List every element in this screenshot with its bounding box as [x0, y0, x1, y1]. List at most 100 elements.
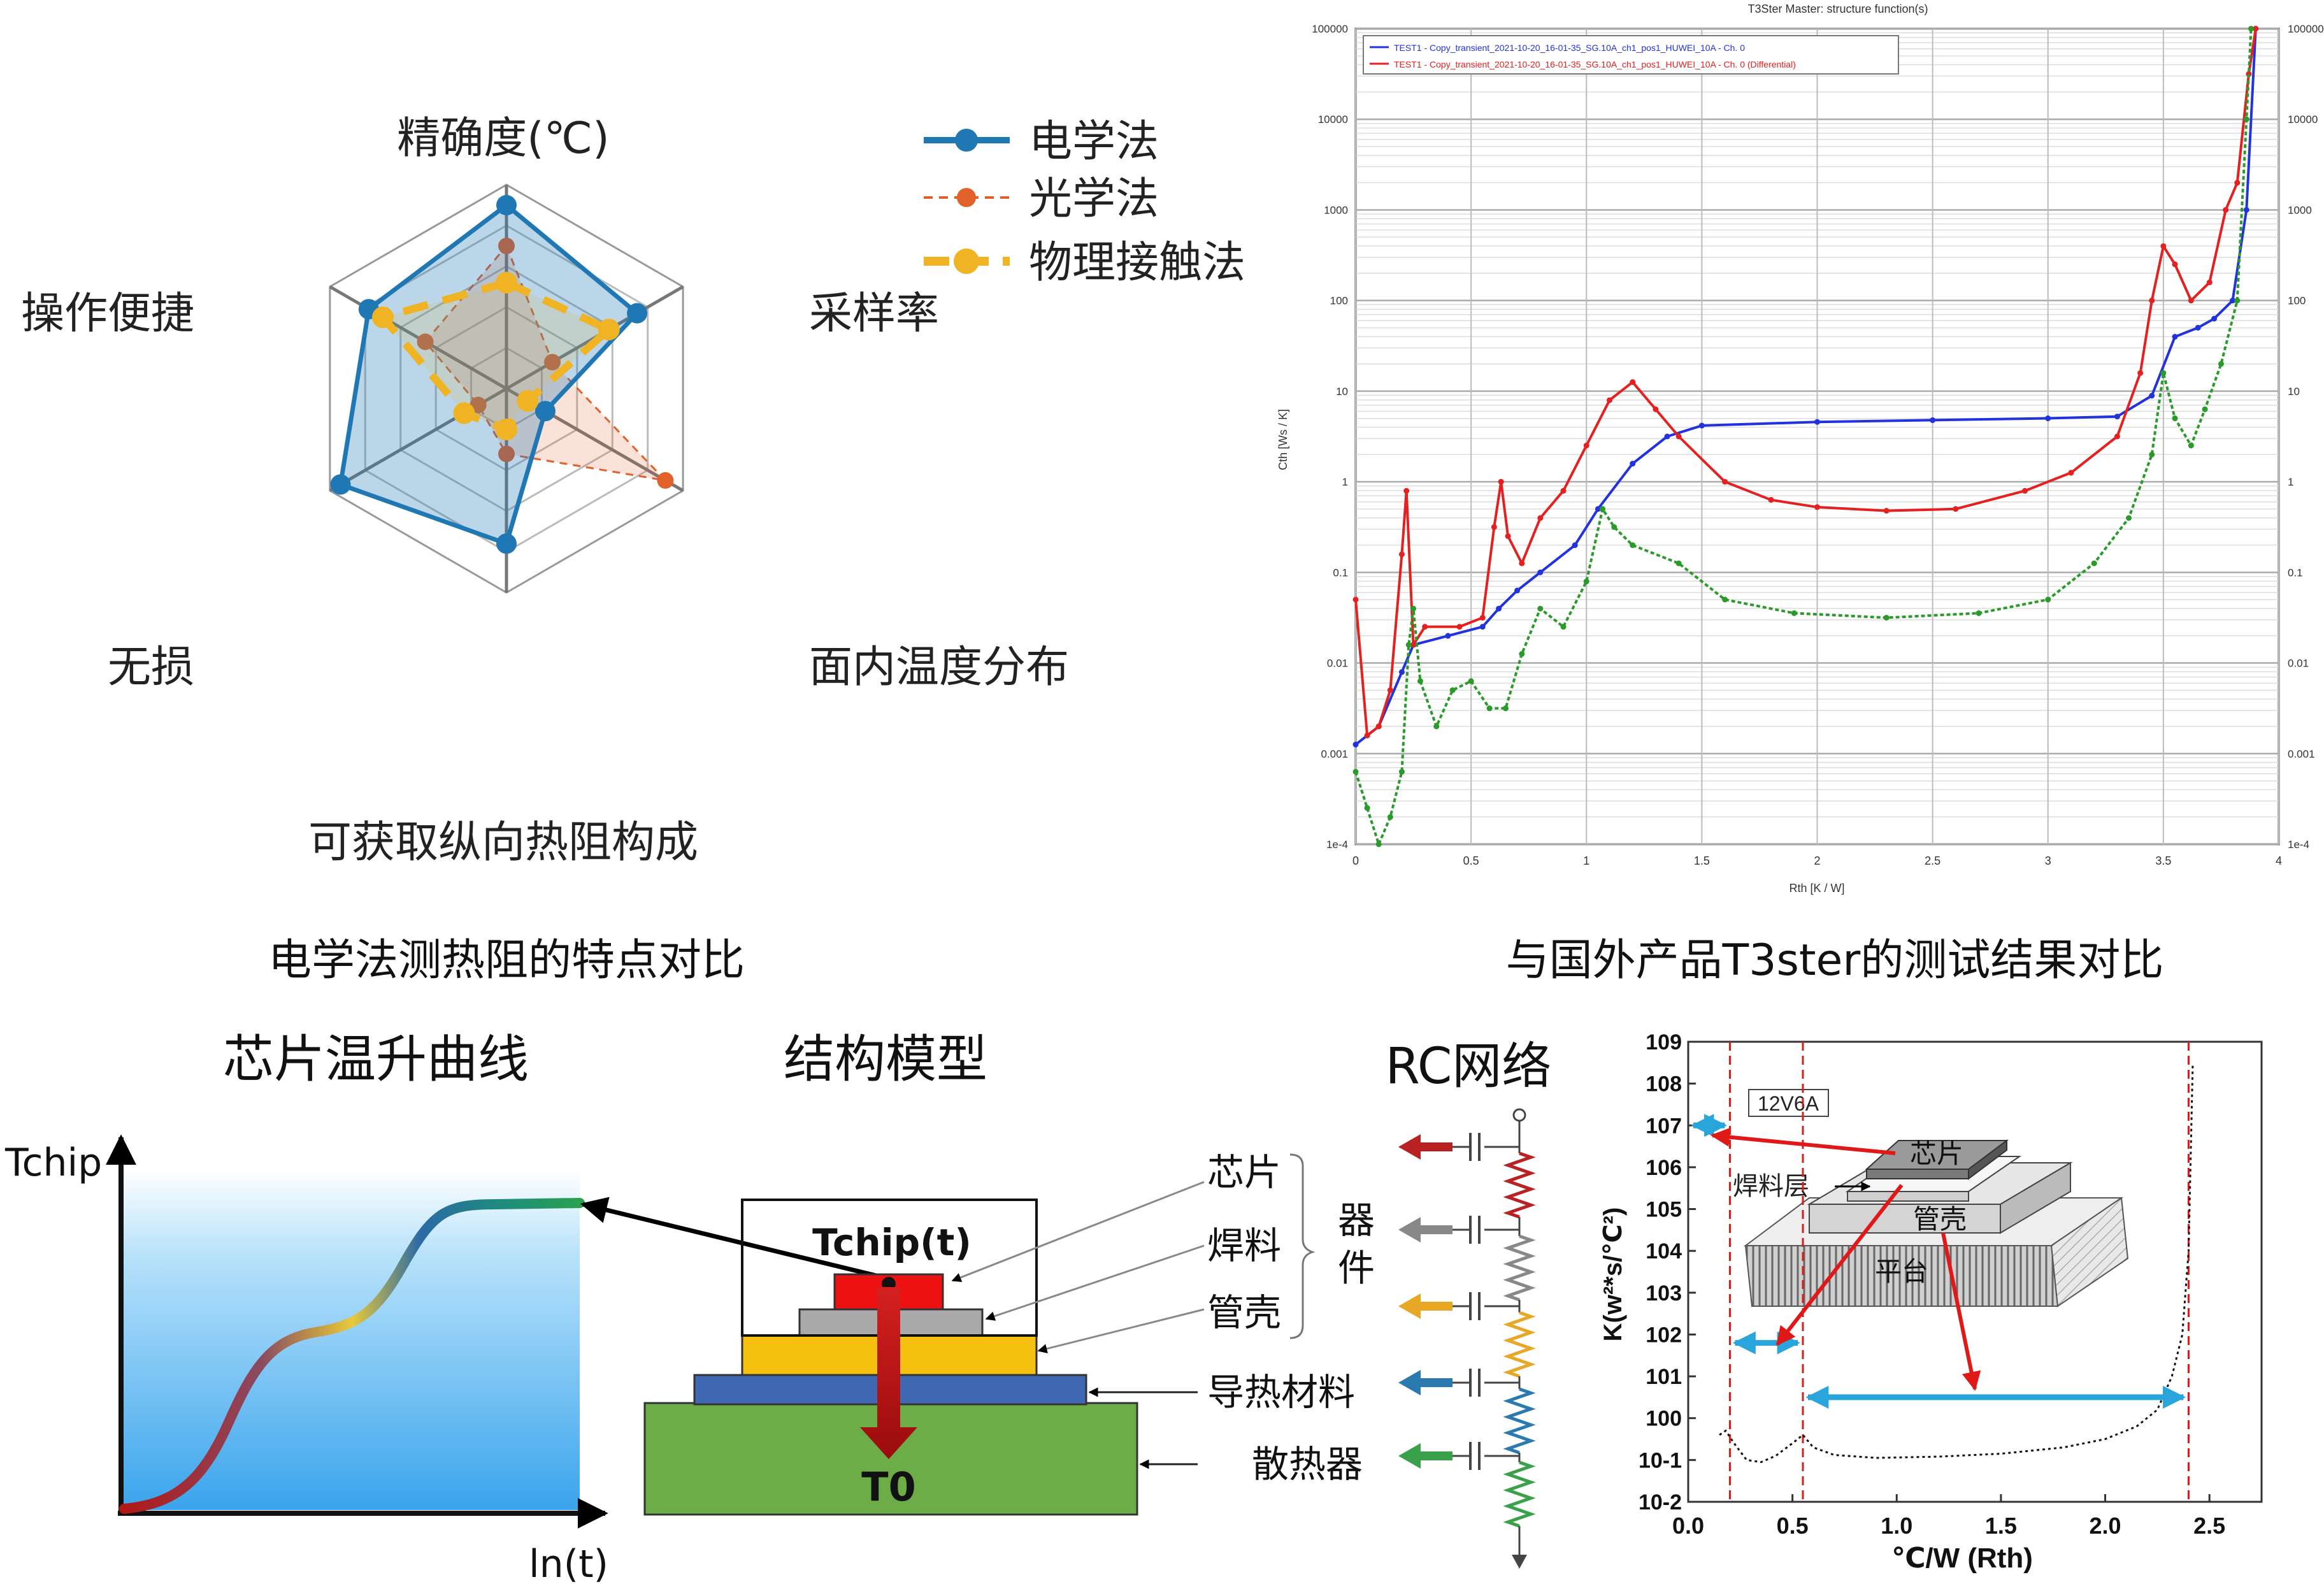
- structure-function-point: [1410, 642, 1417, 648]
- radar-point: [417, 333, 434, 350]
- y-tick-label: 10: [1336, 385, 1348, 398]
- structure-function-point: [1630, 379, 1636, 385]
- label-device-1: 器: [1338, 1199, 1375, 1242]
- structure-function-point: [2172, 261, 2178, 268]
- condition-label: 12V6A: [1758, 1092, 1819, 1115]
- structure-function-point: [1505, 533, 1511, 539]
- structure-function-point: [2243, 116, 2249, 122]
- x-tick-label: 0.5: [1463, 854, 1479, 867]
- t3ster-ylabel: Cth [Ws / K]: [1277, 409, 1289, 470]
- radar-series: [330, 195, 674, 554]
- structure-function-point: [2243, 206, 2249, 213]
- inset-platform-label: 平台: [1875, 1256, 1928, 1287]
- y-tick-label: 1e-4: [1326, 839, 1348, 851]
- temperature-curve-panel: 芯片温升曲线 Tchip ln(t): [4, 1030, 893, 1584]
- x-tick-label: 1.5: [1985, 1513, 2017, 1539]
- structure-function-point: [1364, 805, 1370, 811]
- radar-axis-label-in-plane: 面内温度分布: [809, 642, 1069, 693]
- t3ster-legend: TEST1 - Copy_transient_2021-10-20_16-01-…: [1363, 35, 1899, 75]
- structure-function-point: [1722, 479, 1728, 485]
- x-tick-label: 4: [2276, 854, 2282, 867]
- structure-function-point: [2248, 25, 2255, 32]
- x-tick-label: 2: [1814, 854, 1820, 867]
- structure-function-point: [1814, 419, 1820, 425]
- heat-flow-arrow: [860, 1287, 917, 1459]
- structure-function-point: [1537, 515, 1544, 521]
- structure-function-point: [2114, 433, 2120, 440]
- y-tick-label: 0.01: [1327, 658, 1348, 670]
- structure-function-point: [2230, 298, 2236, 304]
- structure-function-point: [2195, 324, 2201, 331]
- structure-function-point: [1675, 433, 1682, 440]
- structure-function-point: [1883, 508, 1890, 514]
- structure-function-point: [1479, 624, 1486, 630]
- structure-function-point: [1352, 596, 1359, 603]
- y-tick-label-right: 0.1: [2288, 566, 2303, 579]
- structure-function-point: [1502, 705, 1509, 712]
- structure-function-point: [1675, 560, 1682, 566]
- structure-function-point: [2045, 596, 2051, 603]
- y-tick-label: 10-2: [1639, 1490, 1682, 1515]
- structure-function-point: [1352, 768, 1359, 775]
- structure-function-point: [1375, 723, 1382, 730]
- structure-function-point: [2234, 298, 2241, 304]
- structure-function-point: [1606, 397, 1612, 403]
- structure-function-point: [1387, 687, 1393, 693]
- structure-function-point: [1403, 487, 1410, 494]
- structure-function-point: [1417, 678, 1423, 684]
- structure-function-point: [1814, 504, 1820, 510]
- radar-axis-label-ease: 操作便捷: [21, 289, 194, 339]
- radar-point: [330, 474, 351, 495]
- structure-function-point: [1375, 841, 1382, 847]
- structure-function-point: [1560, 487, 1567, 494]
- y-tick-label: 1000: [1324, 204, 1348, 216]
- radar-point: [496, 533, 517, 554]
- y-tick-label: 1: [1342, 476, 1348, 488]
- y-tick-label-right: 10000: [2288, 113, 2318, 126]
- structure-function-point: [2246, 71, 2252, 77]
- structure-function-point: [2160, 370, 2167, 376]
- k-plot-ylabel: K(w²*s/℃²): [1599, 1207, 1627, 1342]
- legend-item-optical: 光学法: [924, 174, 1159, 224]
- structure-inset: 芯片 焊料层 管壳 平台: [1733, 1138, 2129, 1307]
- radar-axis-label-vertical: 可获取纵向热阻构成: [308, 817, 698, 868]
- y-tick-label: 100: [1330, 295, 1348, 307]
- y-tick-label: 103: [1646, 1281, 1682, 1306]
- structure-function-point: [2172, 334, 2178, 340]
- radar-point: [598, 319, 620, 341]
- temperature-rise-curve: [119, 1198, 585, 1514]
- radar-area-0: [340, 205, 638, 544]
- y-tick-label: 101: [1646, 1365, 1682, 1389]
- curve-background: [121, 1169, 580, 1510]
- structure-function-point: [1398, 768, 1405, 775]
- structure-function-point: [1433, 723, 1440, 730]
- y-tick-label-right: 0.001: [2288, 748, 2315, 760]
- legend-label-optical: 光学法: [1029, 174, 1159, 224]
- x-tick-label: 1.0: [1881, 1513, 1912, 1539]
- structure-function-point: [1486, 705, 1493, 712]
- structure-function-point: [2223, 206, 2229, 213]
- y-tick-label: 107: [1646, 1114, 1682, 1138]
- radar-point: [498, 445, 515, 463]
- label-heatsink: 散热器: [1252, 1443, 1363, 1486]
- y-tick-label: 104: [1646, 1239, 1682, 1264]
- structure-function-point: [2211, 315, 2218, 322]
- radar-point: [496, 195, 517, 215]
- radar-point: [544, 354, 561, 371]
- structure-function-point: [2172, 415, 2178, 422]
- structure-function-point: [2045, 415, 2051, 422]
- y-tick-label: 108: [1646, 1072, 1682, 1097]
- structure-function-point: [2218, 361, 2224, 367]
- structure-function-point: [1445, 633, 1451, 639]
- resistor: [1503, 1311, 1536, 1378]
- rc-network: [1398, 1108, 1536, 1569]
- y-tick-label-right: 1000: [2288, 204, 2312, 216]
- k-plot-xlabel: ℃/W (Rth): [1891, 1543, 2033, 1574]
- structure-function-point: [1611, 524, 1617, 530]
- x-tick-label: 0: [1352, 854, 1359, 867]
- structure-model-panel: 结构模型 Tchip(t) T0 芯片 焊料 管壳 器 件 导热材料 散热器: [643, 1030, 1375, 1516]
- y-tick-label-right: 10: [2288, 385, 2300, 398]
- structure-function-point: [1519, 560, 1525, 566]
- t3ster-caption: 与国外产品T3ster的测试结果对比: [1506, 935, 2164, 986]
